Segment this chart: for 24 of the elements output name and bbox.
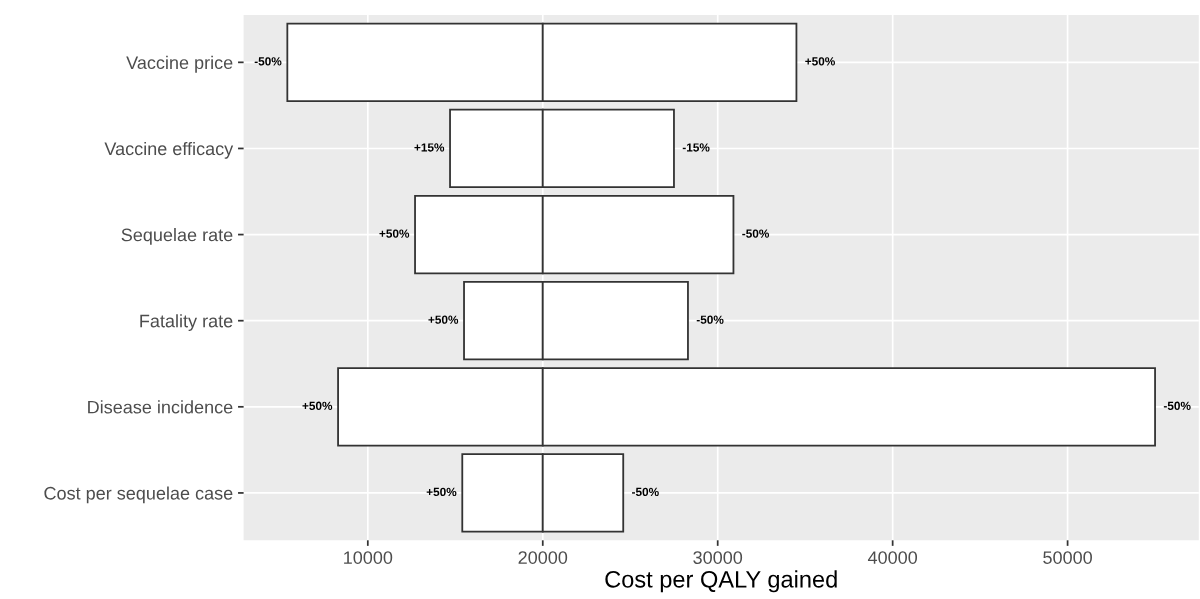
x-axis-title: Cost per QALY gained	[605, 570, 837, 593]
y-tick-label: Disease incidence	[88, 400, 233, 414]
x-tick-label: 10000	[344, 551, 393, 564]
y-tick-label: Sequelae rate	[121, 228, 233, 245]
y-tick-label: Fatality rate	[140, 314, 233, 331]
y-tick-label: Vaccine efficacy	[104, 141, 234, 159]
annotation: -15%	[682, 143, 710, 152]
annotation: -50%	[742, 229, 770, 238]
x-tick-label: 30000	[693, 551, 743, 564]
annotation: +50%	[426, 487, 457, 497]
annotation: -50%	[632, 487, 659, 497]
annotation: -50%	[1163, 401, 1191, 410]
annotation: +50%	[428, 315, 459, 324]
x-tick-label: 40000	[867, 551, 918, 564]
y-tick-label: Vaccine price	[126, 55, 233, 73]
y-tick-label: Cost per sequelae case	[44, 486, 233, 504]
annotation: +50%	[302, 401, 333, 410]
annotation: +50%	[805, 57, 835, 66]
annotation: +15%	[414, 143, 445, 152]
x-tick-label: 50000	[1043, 551, 1092, 564]
annotation: -50%	[254, 57, 282, 66]
x-tick-label: 20000	[518, 551, 568, 564]
annotation: -50%	[696, 315, 724, 324]
annotation: +50%	[379, 229, 410, 238]
